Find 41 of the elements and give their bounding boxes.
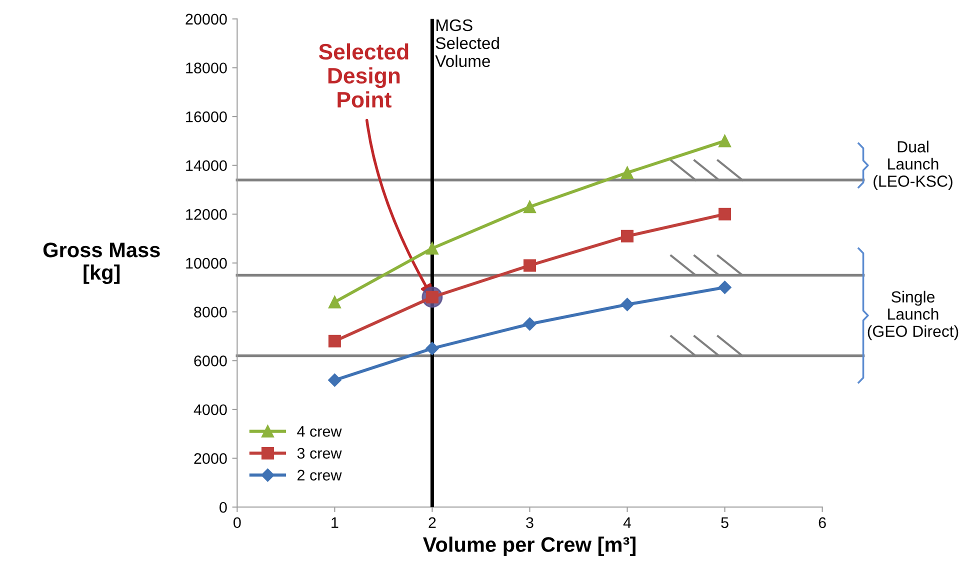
legend-label: 3 crew: [297, 448, 342, 459]
y-tick-label: 14000: [186, 160, 227, 172]
point: [328, 334, 341, 348]
y-tick-label: 20000: [186, 14, 227, 25]
y-axis-title: Gross Mass [kg]: [43, 242, 160, 284]
y-tick-label: 12000: [186, 209, 227, 220]
ref-line-label: MGS Selected Volume: [435, 19, 499, 68]
y-tick-label: 2000: [194, 453, 227, 464]
text: Single Launch (GEO Direct): [868, 290, 958, 340]
y-tick-label: 18000: [186, 62, 227, 74]
x-axis-title: Volume per Crew [m³]: [423, 536, 636, 556]
point: [523, 317, 536, 331]
point: [718, 134, 732, 148]
x-tick-label: 5: [721, 517, 728, 528]
point: [328, 374, 342, 387]
x-tick-label: 2: [428, 517, 436, 528]
x-tick-label: 0: [234, 517, 241, 528]
point: [620, 298, 634, 312]
y-tick-label: 6000: [194, 356, 227, 366]
y-tick-label: 8000: [194, 306, 227, 318]
point: [621, 230, 634, 242]
text: Dual Launch (LEO-KSC): [874, 140, 952, 190]
point: [426, 242, 438, 255]
x-tick-label: 6: [818, 517, 826, 528]
y-tick-label: 4000: [194, 404, 227, 416]
y-tick-label: 16000: [186, 111, 227, 122]
x-tick-label: 3: [526, 517, 534, 528]
legend-label: 4 crew: [297, 426, 342, 437]
y-tick-label: 10000: [186, 258, 227, 269]
y-tick-label: 0: [220, 502, 227, 513]
point: [328, 296, 341, 308]
point: [718, 280, 732, 294]
annotation: Selected Design Point: [318, 43, 408, 108]
point: [426, 342, 439, 356]
point: [523, 200, 536, 214]
x-tick-label: 1: [332, 517, 338, 528]
x-tick-label: 4: [623, 517, 632, 528]
point: [718, 208, 732, 220]
legend-label: 2 crew: [298, 470, 342, 481]
point: [523, 259, 536, 272]
point: [621, 166, 634, 179]
